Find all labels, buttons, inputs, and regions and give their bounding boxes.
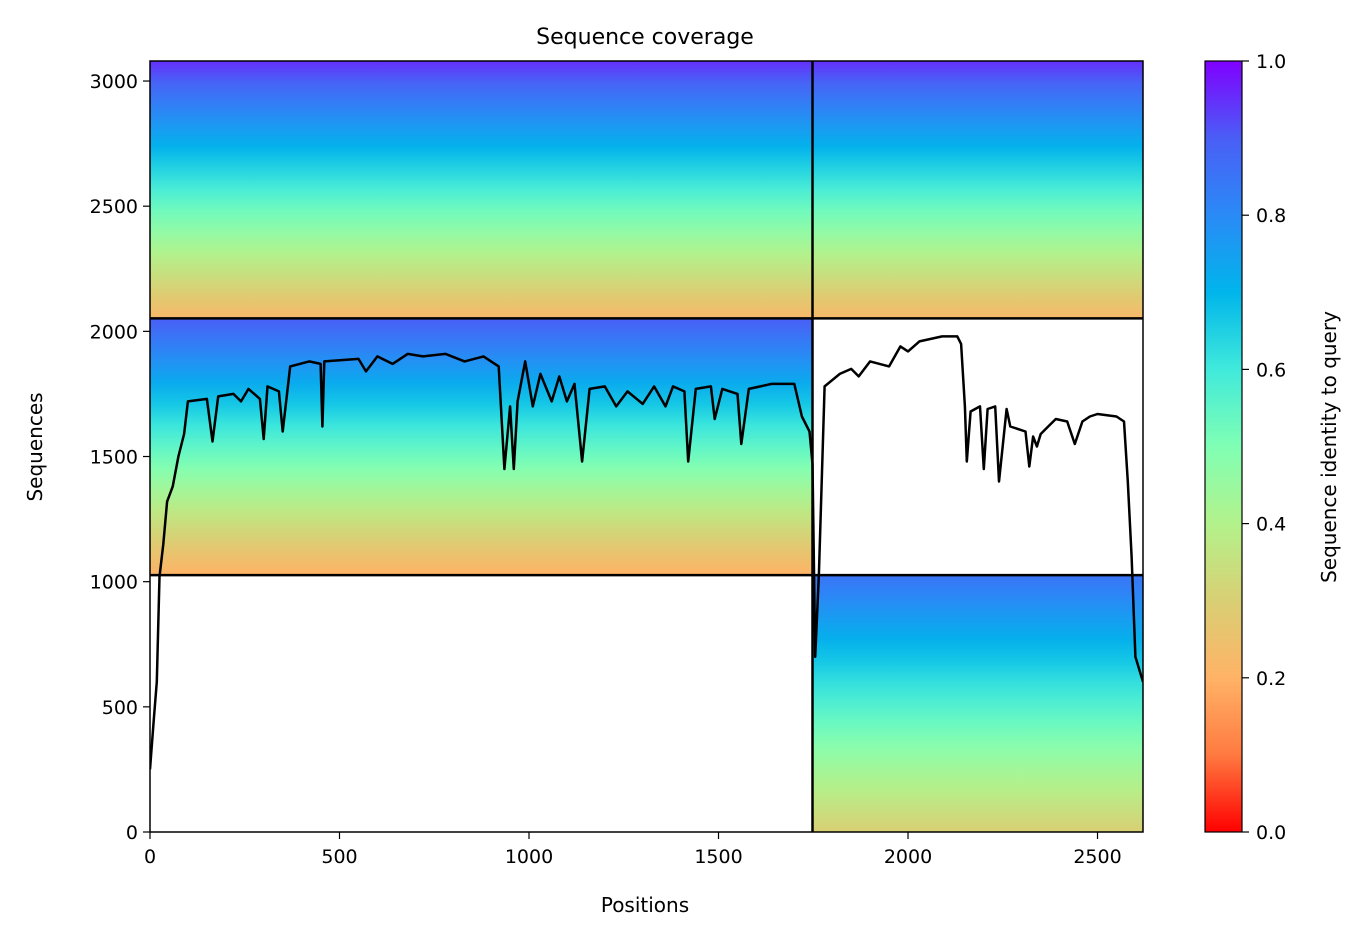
x-tick-label: 1000 (505, 846, 553, 868)
msa-block-chain-B-unpaired (812, 575, 1143, 832)
plot-frame (149, 60, 1144, 833)
msa-block-chain-A-paired (150, 61, 813, 319)
colorbar-gradient (1204, 60, 1243, 833)
colorbar-tick-label: 0.4 (1256, 514, 1286, 536)
x-tick-label: 2000 (884, 846, 932, 868)
colorbar-tick-label: 1.0 (1256, 51, 1286, 73)
msa-block-chain-A-unpaired (150, 318, 813, 576)
y-axis: 0 500 1000 1500 2000 2500 3000 (90, 71, 150, 844)
coverage-line-group (150, 335, 1143, 770)
y-tick-label: 3000 (90, 71, 138, 93)
colorbar-ticks: 0.0 0.2 0.4 0.6 0.8 1.0 (1242, 51, 1286, 844)
colorbar-tick-label: 0.2 (1256, 668, 1286, 690)
x-tick-label: 2500 (1073, 846, 1121, 868)
x-tick-label: 1500 (694, 846, 742, 868)
x-axis-label: Positions (601, 893, 689, 917)
coverage-line (150, 335, 1143, 770)
colorbar: 0.0 0.2 0.4 0.6 0.8 1.0 Sequence identity to … (1204, 51, 1341, 844)
chain-boundaries (150, 61, 1143, 832)
x-axis: 0 500 1000 1500 2000 2500 (144, 832, 1122, 868)
y-tick-label: 2000 (90, 321, 138, 343)
plot-area (149, 60, 1144, 833)
colorbar-tick-label: 0.0 (1256, 822, 1286, 844)
y-tick-label: 500 (102, 697, 138, 719)
y-tick-label: 2500 (90, 196, 138, 218)
colorbar-label: Sequence identity to query (1317, 311, 1341, 583)
y-tick-label: 0 (126, 822, 138, 844)
x-tick-label: 500 (321, 846, 357, 868)
colorbar-tick-label: 0.6 (1256, 359, 1286, 381)
colorbar-tick-label: 0.8 (1256, 205, 1286, 227)
chart-title: Sequence coverage (536, 25, 754, 50)
msa-blocks (150, 61, 1143, 832)
msa-block-chain-B-paired (812, 61, 1143, 319)
y-tick-label: 1000 (90, 572, 138, 594)
y-axis-label: Sequences (23, 392, 47, 501)
x-tick-label: 0 (144, 846, 156, 868)
y-tick-label: 1500 (90, 447, 138, 469)
